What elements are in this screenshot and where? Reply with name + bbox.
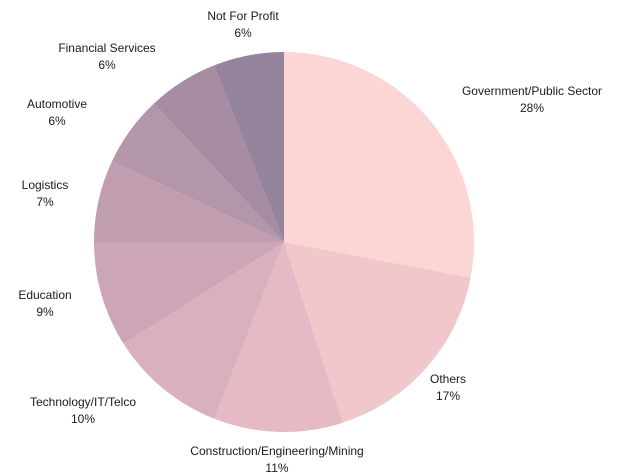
pie-slice-others: [284, 242, 471, 423]
slice-value-others: 17%: [436, 389, 460, 403]
slice-label-education: Education: [18, 288, 71, 302]
pie-slice-not-for-profit: [214, 52, 284, 242]
pie-slices: [94, 52, 474, 432]
slice-label-others: Others: [430, 372, 466, 386]
pie-slice-government-public-sector: [284, 52, 474, 278]
pie-slice-financial-services: [153, 65, 284, 242]
slice-value-financial-services: 6%: [98, 58, 116, 72]
slice-value-logistics: 7%: [36, 195, 54, 209]
slice-label-logistics: Logistics: [22, 178, 69, 192]
slice-label-technology-it-telco: Technology/IT/Telco: [30, 395, 136, 409]
slice-label-financial-services: Financial Services: [58, 41, 155, 55]
pie-slice-logistics: [94, 161, 284, 242]
pie-slice-technology-it-telco: [123, 242, 284, 419]
slice-value-education: 9%: [36, 305, 54, 319]
slice-label-government-public-sector: Government/Public Sector: [462, 84, 602, 98]
slice-value-not-for-profit: 6%: [234, 26, 252, 40]
pie-slice-automotive: [112, 103, 284, 242]
pie-labels: Government/Public Sector 28% Others 17% Cons…: [18, 9, 602, 475]
pie-slice-construction-engineering-mining: [214, 242, 343, 432]
slice-value-government-public-sector: 28%: [520, 101, 544, 115]
slice-value-construction-engineering-mining: 11%: [265, 461, 288, 475]
slice-value-technology-it-telco: 10%: [71, 412, 95, 426]
slice-label-automotive: Automotive: [27, 97, 87, 111]
slice-label-construction-engineering-mining: Construction/Engineering/Mining: [190, 444, 363, 458]
slice-value-automotive: 6%: [48, 114, 66, 128]
pie-slice-education: [94, 242, 284, 344]
slice-label-not-for-profit: Not For Profit: [207, 9, 279, 23]
